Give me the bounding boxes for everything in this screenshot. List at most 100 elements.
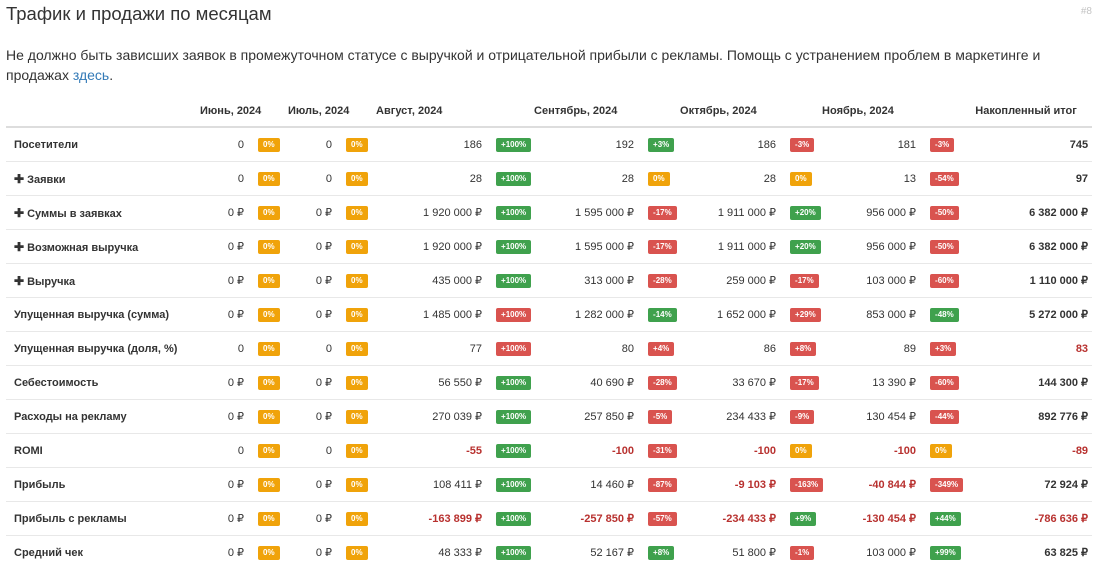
change-badge: 0% xyxy=(258,307,280,322)
metric-value: 48 333 ₽ xyxy=(372,535,487,569)
metric-value: -40 844 ₽ xyxy=(818,467,921,502)
metric-value: 181 xyxy=(897,138,917,151)
metric-value: 130 454 ₽ xyxy=(818,399,921,434)
change-badge: 0% xyxy=(258,375,280,390)
change-badge: +29% xyxy=(790,307,821,322)
change-cell: 0% xyxy=(336,263,373,298)
change-cell: 0% xyxy=(248,399,285,434)
metric-value: 234 433 ₽ xyxy=(676,399,781,434)
help-link[interactable]: здесь xyxy=(72,67,110,83)
change-cell: 0% xyxy=(336,433,373,468)
change-cell: 0% xyxy=(920,433,961,468)
header-month: Октябрь, 2024 xyxy=(676,96,819,128)
change-badge: -14% xyxy=(648,307,677,322)
metric-value: 0 ₽ xyxy=(284,467,337,502)
change-cell: -14% xyxy=(638,297,677,332)
change-badge: 0% xyxy=(346,409,368,424)
change-badge: 0% xyxy=(258,205,280,220)
metric-value: 28 xyxy=(676,161,781,196)
metric-value: -100 xyxy=(676,433,781,468)
header-row: Июнь, 2024 Июль, 2024 Август, 2024 Сентябрь… xyxy=(6,96,1093,128)
change-badge: +8% xyxy=(790,341,817,356)
metric-value: 0 ₽ xyxy=(196,229,248,264)
change-badge: 0% xyxy=(258,545,280,560)
change-cell: +100% xyxy=(486,229,532,264)
change-cell: -54% xyxy=(920,161,961,196)
change-cell: +100% xyxy=(486,433,532,468)
change-badge: +4% xyxy=(648,341,675,356)
metric-value: -130 454 ₽ xyxy=(818,501,921,536)
metric-value: 0 ₽ xyxy=(196,263,248,298)
change-badge: 0% xyxy=(346,477,368,492)
change-badge: +100% xyxy=(496,239,532,254)
row-label-cell: ROMI xyxy=(6,433,196,468)
change-cell: -9% xyxy=(780,399,819,434)
metric-value: 257 850 ₽ xyxy=(530,399,639,434)
change-cell: 0% xyxy=(336,195,373,230)
expand-plus-icon[interactable]: ✚ xyxy=(14,205,25,220)
change-badge: -17% xyxy=(790,375,819,390)
metric-value: 40 690 ₽ xyxy=(530,365,639,400)
metric-value: 0 xyxy=(196,161,248,196)
change-cell: 0% xyxy=(336,297,373,332)
change-badge: +100% xyxy=(496,171,532,186)
change-cell: -60% xyxy=(920,365,961,400)
change-cell: -3% xyxy=(920,127,960,162)
table-row[interactable]: ✚ Возможная выручка 0 ₽0% 0 ₽0% 1 920 000 ₽ +… xyxy=(6,229,1093,264)
change-badge: 0% xyxy=(346,171,368,186)
metric-value: 33 670 ₽ xyxy=(676,365,781,400)
expand-plus-icon[interactable]: ✚ xyxy=(14,171,25,186)
change-badge: 0% xyxy=(346,239,368,254)
row-label-cell[interactable]: ✚ Выручка xyxy=(6,263,196,298)
change-cell: 0% xyxy=(248,297,285,332)
change-badge: 0% xyxy=(346,443,368,458)
metric-value: 0 ₽ xyxy=(196,535,248,569)
change-badge: 0% xyxy=(346,511,368,526)
metric-value: -9 103 ₽ xyxy=(676,467,781,502)
row-label-cell[interactable]: ✚ Возможная выручка xyxy=(6,229,196,264)
change-cell: -48% xyxy=(920,297,961,332)
change-cell: +100% xyxy=(486,501,532,536)
table-row[interactable]: ✚ Суммы в заявках 0 ₽0% 0 ₽0% 1 920 000 ₽ +10… xyxy=(6,195,1093,230)
change-badge: +100% xyxy=(496,205,532,220)
change-badge: -17% xyxy=(648,239,677,254)
change-badge: 0% xyxy=(258,137,280,152)
metric-value: 1 595 000 ₽ xyxy=(530,195,639,230)
row-label: Выручка xyxy=(27,275,76,288)
change-badge: 0% xyxy=(346,375,368,390)
metric-value: 0 xyxy=(284,331,337,366)
metric-value: 89 xyxy=(818,331,921,366)
row-label: Прибыль с рекламы xyxy=(14,512,127,525)
expand-plus-icon[interactable]: ✚ xyxy=(14,239,25,254)
change-cell: -57% xyxy=(638,501,677,536)
metric-value: 0 ₽ xyxy=(284,365,337,400)
header-metric xyxy=(6,96,196,128)
metric-value: 56 550 ₽ xyxy=(372,365,487,400)
row-label-cell: Упущенная выручка (сумма) xyxy=(6,297,196,332)
cumulative-total: 745 xyxy=(1069,138,1089,151)
cumulative-total: 892 776 ₽ xyxy=(960,399,1093,434)
table-row[interactable]: ✚ Выручка 0 ₽0% 0 ₽0% 435 000 ₽ +100% 313 000 … xyxy=(6,263,1093,298)
change-cell: 0% xyxy=(780,433,819,468)
change-badge: +20% xyxy=(790,205,821,220)
row-label: Прибыль xyxy=(14,478,66,491)
change-cell: +100% xyxy=(486,535,532,569)
change-badge: -60% xyxy=(930,273,959,288)
metric-value: -100 xyxy=(530,433,639,468)
header-month: Июнь, 2024 xyxy=(196,96,285,128)
change-cell: +100% xyxy=(486,161,532,196)
change-badge: +100% xyxy=(496,341,532,356)
change-cell: -50% xyxy=(920,229,961,264)
change-cell: 0% xyxy=(248,433,285,468)
table-row: Посетители 0 0% 0 0% 186 +100% 192 +3% 186 -3% 181-… xyxy=(6,127,1092,162)
metric-value: -257 850 ₽ xyxy=(530,501,639,536)
table-row[interactable]: ✚ Заявки 0 0% 0 0% 28 +100% 28 0% 28 0% 13 -54% 97 xyxy=(6,161,1093,196)
cumulative-total: 6 382 000 ₽ xyxy=(960,229,1093,264)
change-cell: 0% xyxy=(780,161,819,196)
row-label-cell[interactable]: ✚ Суммы в заявках xyxy=(6,195,196,230)
change-cell: +29% xyxy=(780,297,821,332)
metric-value: 1 282 000 ₽ xyxy=(530,297,639,332)
row-label-cell[interactable]: ✚ Заявки xyxy=(6,161,196,196)
expand-plus-icon[interactable]: ✚ xyxy=(14,273,25,288)
